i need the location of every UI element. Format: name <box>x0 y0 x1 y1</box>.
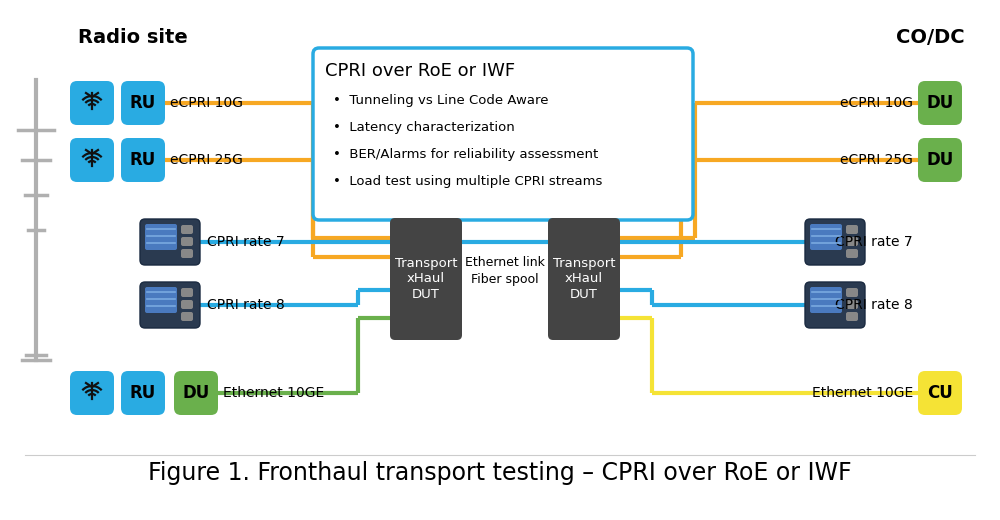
Text: RU: RU <box>130 384 156 402</box>
FancyBboxPatch shape <box>145 224 177 250</box>
Text: CPRI rate 7: CPRI rate 7 <box>835 235 913 249</box>
Text: CO/DC: CO/DC <box>896 28 965 46</box>
Text: DU: DU <box>926 94 954 112</box>
FancyBboxPatch shape <box>918 81 962 125</box>
Text: RU: RU <box>130 94 156 112</box>
Text: Ethernet 10GE: Ethernet 10GE <box>812 386 913 400</box>
Text: DU: DU <box>926 151 954 169</box>
FancyBboxPatch shape <box>181 312 193 321</box>
FancyBboxPatch shape <box>846 249 858 258</box>
Text: eCPRI 25G: eCPRI 25G <box>840 153 913 167</box>
Text: CPRI rate 8: CPRI rate 8 <box>835 298 913 312</box>
FancyBboxPatch shape <box>805 219 865 265</box>
Text: CPRI rate 7: CPRI rate 7 <box>207 235 285 249</box>
FancyBboxPatch shape <box>140 282 200 328</box>
Text: CPRI over RoE or IWF: CPRI over RoE or IWF <box>325 62 515 80</box>
Text: CPRI rate 8: CPRI rate 8 <box>207 298 285 312</box>
Text: CU: CU <box>927 384 953 402</box>
Text: eCPRI 25G: eCPRI 25G <box>170 153 243 167</box>
FancyBboxPatch shape <box>918 138 962 182</box>
FancyBboxPatch shape <box>846 225 858 234</box>
Text: •  BER/Alarms for reliability assessment: • BER/Alarms for reliability assessment <box>333 148 598 161</box>
FancyBboxPatch shape <box>918 371 962 415</box>
FancyBboxPatch shape <box>174 371 218 415</box>
FancyBboxPatch shape <box>548 218 620 340</box>
Text: RU: RU <box>130 151 156 169</box>
Text: Transport
xHaul
DUT: Transport xHaul DUT <box>395 257 457 301</box>
FancyBboxPatch shape <box>313 48 693 220</box>
FancyBboxPatch shape <box>810 287 842 313</box>
Text: Radio site: Radio site <box>78 28 188 46</box>
Text: eCPRI 10G: eCPRI 10G <box>170 96 243 110</box>
Text: DU: DU <box>182 384 210 402</box>
FancyBboxPatch shape <box>70 81 114 125</box>
FancyBboxPatch shape <box>181 249 193 258</box>
FancyBboxPatch shape <box>121 138 165 182</box>
FancyBboxPatch shape <box>805 282 865 328</box>
Text: Ethernet 10GE: Ethernet 10GE <box>223 386 324 400</box>
Text: Figure 1. Fronthaul transport testing – CPRI over RoE or IWF: Figure 1. Fronthaul transport testing – … <box>148 461 852 485</box>
FancyBboxPatch shape <box>810 224 842 250</box>
Text: •  Tunneling vs Line Code Aware: • Tunneling vs Line Code Aware <box>333 94 548 107</box>
FancyBboxPatch shape <box>140 219 200 265</box>
FancyBboxPatch shape <box>145 287 177 313</box>
Text: Transport
xHaul
DUT: Transport xHaul DUT <box>553 257 615 301</box>
FancyBboxPatch shape <box>846 237 858 246</box>
FancyBboxPatch shape <box>390 218 462 340</box>
FancyBboxPatch shape <box>846 300 858 309</box>
FancyBboxPatch shape <box>70 138 114 182</box>
FancyBboxPatch shape <box>846 288 858 297</box>
FancyBboxPatch shape <box>181 237 193 246</box>
Text: Ethernet link: Ethernet link <box>465 255 545 268</box>
FancyBboxPatch shape <box>121 371 165 415</box>
FancyBboxPatch shape <box>846 312 858 321</box>
FancyBboxPatch shape <box>121 81 165 125</box>
FancyBboxPatch shape <box>181 288 193 297</box>
FancyBboxPatch shape <box>181 300 193 309</box>
FancyBboxPatch shape <box>181 225 193 234</box>
Text: eCPRI 10G: eCPRI 10G <box>840 96 913 110</box>
Text: •  Latency characterization: • Latency characterization <box>333 121 515 134</box>
Text: Fiber spool: Fiber spool <box>471 272 539 285</box>
FancyBboxPatch shape <box>70 371 114 415</box>
Text: •  Load test using multiple CPRI streams: • Load test using multiple CPRI streams <box>333 175 602 188</box>
